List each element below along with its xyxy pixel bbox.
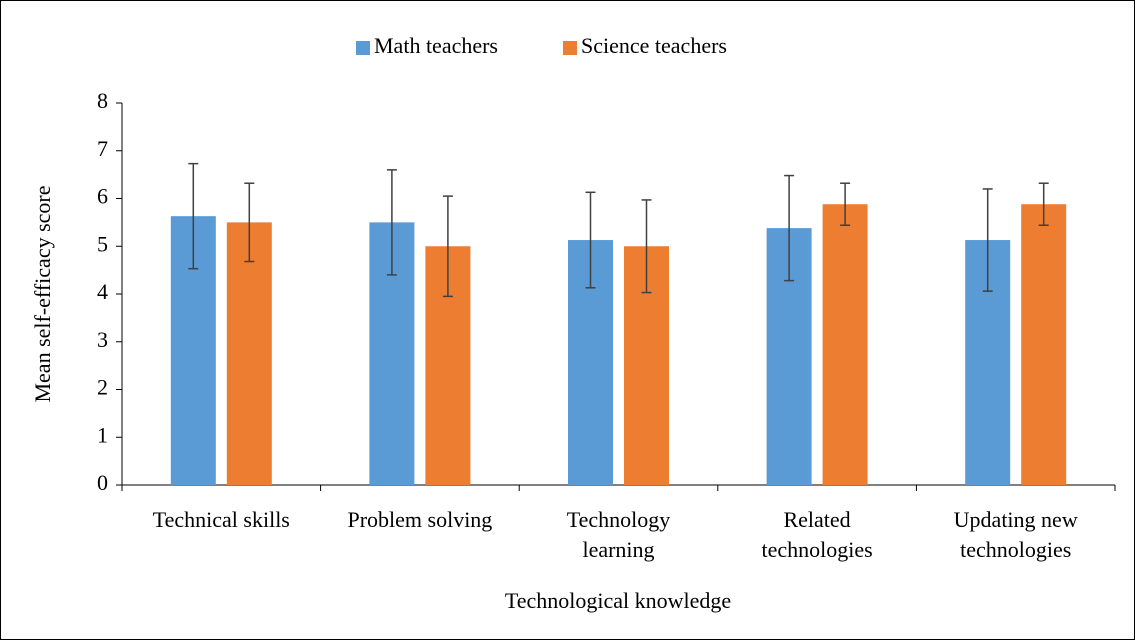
error-bar xyxy=(188,162,199,270)
legend-swatch xyxy=(563,41,577,55)
x-tick-label: Related technologies xyxy=(761,507,872,562)
x-tick-label: Updating new technologies xyxy=(954,507,1078,562)
legend-swatch xyxy=(356,41,370,55)
y-tick-label: 6 xyxy=(97,184,108,209)
bar xyxy=(1021,204,1067,486)
legend-label: Science teachers xyxy=(581,33,727,58)
y-tick-label: 3 xyxy=(97,327,108,352)
error-bar xyxy=(585,191,596,289)
y-tick-label: 1 xyxy=(97,422,108,447)
y-tick-label: 0 xyxy=(97,470,108,495)
y-tick-label: 5 xyxy=(97,231,108,256)
bar xyxy=(822,204,868,486)
error-bar xyxy=(386,169,397,276)
error-bar xyxy=(244,182,255,263)
x-tick-label: Problem solving xyxy=(347,507,492,532)
y-tick-label: 8 xyxy=(97,88,108,113)
y-tick-label: 2 xyxy=(97,375,108,400)
error-bar xyxy=(641,199,652,294)
x-tick-label: Technology learning xyxy=(567,507,671,562)
y-tick-label: 4 xyxy=(97,279,108,304)
error-bar xyxy=(982,188,993,292)
x-tick-label: Technical skills xyxy=(153,507,290,532)
error-bar xyxy=(442,195,453,298)
y-tick-label: 7 xyxy=(97,136,108,161)
legend-label: Math teachers xyxy=(374,33,498,58)
y-axis-title: Mean self-efficacy score xyxy=(30,185,55,402)
error-bar xyxy=(840,182,851,226)
bar xyxy=(226,222,272,485)
error-bar xyxy=(784,174,795,282)
error-bar xyxy=(1038,182,1049,226)
x-axis-title: Technological knowledge xyxy=(505,588,731,613)
